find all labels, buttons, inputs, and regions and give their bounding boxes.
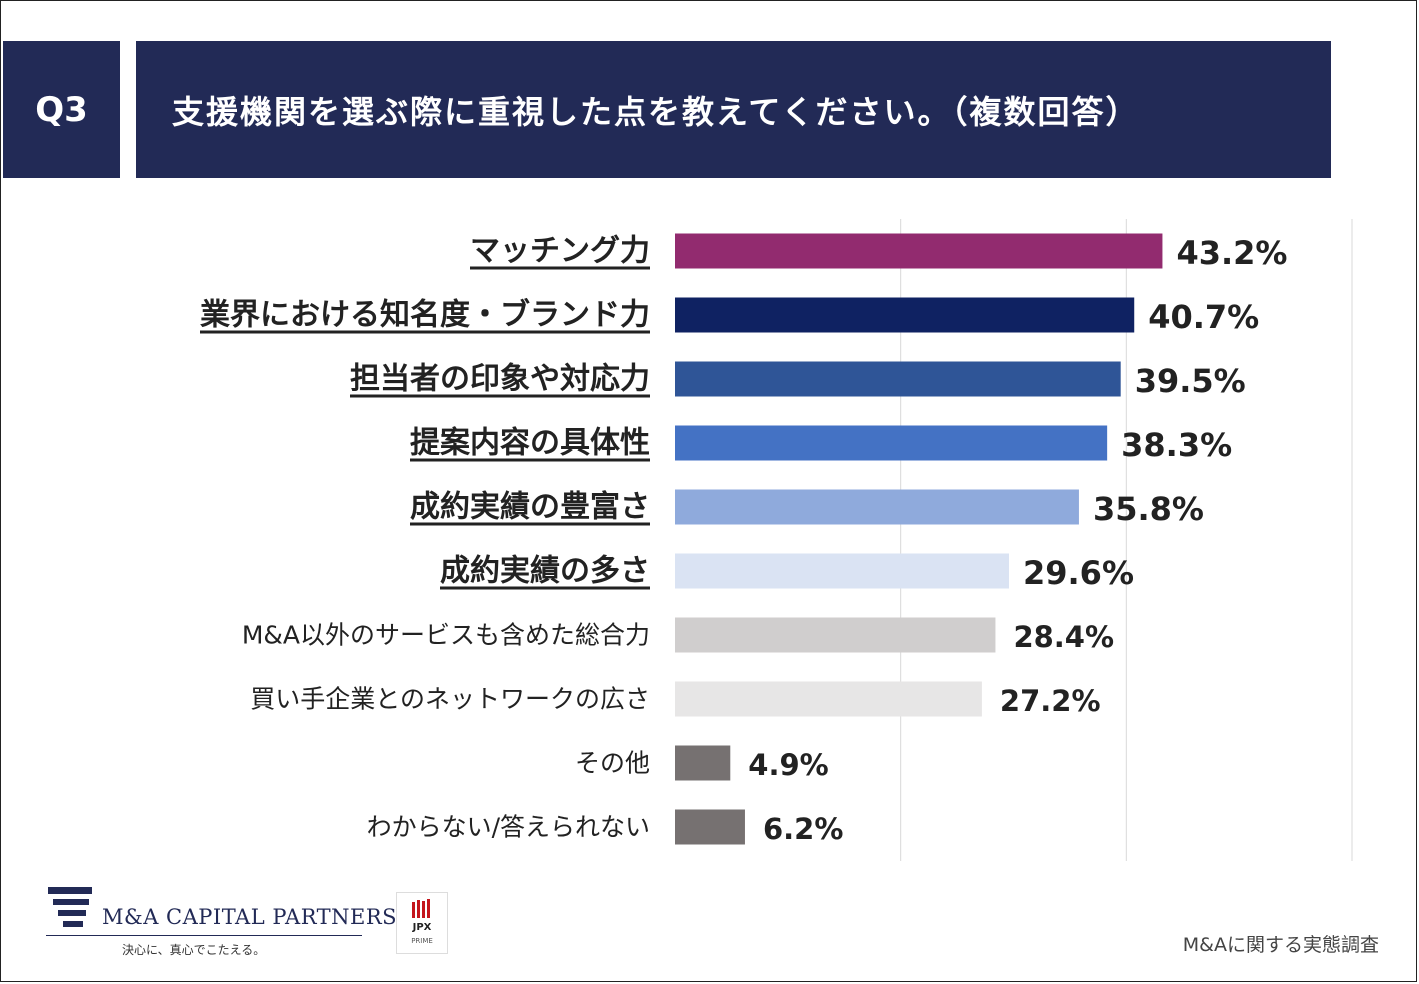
value-label: 29.6%: [1023, 554, 1134, 592]
category-label: わからない/答えられない: [367, 813, 650, 842]
category-label: M&A以外のサービスも含めた総合力: [242, 621, 650, 650]
bars: [675, 233, 1163, 845]
value-label: 40.7%: [1148, 298, 1259, 336]
category-label: マッチング力: [470, 234, 650, 269]
jpx-sub: PRIME: [411, 937, 433, 945]
bar: [675, 425, 1108, 461]
question-number: Q3: [3, 41, 120, 178]
jpx-mark-icon: [412, 899, 430, 918]
value-label: 28.4%: [1013, 620, 1114, 654]
jpx-prime-logo: JPX PRIME: [396, 892, 448, 954]
company-tagline: 決心に、真心でこたえる。: [122, 943, 266, 957]
company-logo-icon: [48, 887, 92, 927]
company-logo: M&A CAPITAL PARTNERS 決心に、真心でこたえる。: [46, 883, 397, 963]
source-note: M&Aに関する実態調査: [1182, 934, 1379, 956]
value-label: 27.2%: [1000, 684, 1101, 718]
value-labels: 43.2% 40.7% 39.5% 38.3% 35.8% 29.6% 28.4% 27.2%…: [748, 234, 1287, 846]
value-label: 6.2%: [763, 812, 843, 846]
category-label: 成約実績の多さ: [440, 554, 650, 589]
value-label: 38.3%: [1121, 426, 1232, 464]
bar: [675, 745, 731, 781]
bar: [675, 297, 1135, 333]
category-label: 買い手企業とのネットワークの広さ: [250, 685, 650, 714]
slide-title: 支援機関を選ぶ際に重視した点を教えてください。（複数回答）: [136, 41, 1331, 178]
company-name: M&A CAPITAL PARTNERS: [102, 905, 398, 929]
category-label: 担当者の印象や対応力: [350, 362, 650, 397]
value-label: 43.2%: [1176, 234, 1287, 272]
bar: [675, 809, 745, 845]
category-label: 提案内容の具体性: [410, 426, 650, 461]
value-label: 39.5%: [1135, 362, 1246, 400]
bar: [675, 553, 1009, 589]
category-label: 成約実績の豊富さ: [410, 490, 650, 525]
bar: [675, 361, 1121, 397]
category-label: 業界における知名度・ブランド力: [200, 298, 650, 333]
category-label: その他: [575, 749, 650, 778]
jpx-name: JPX: [412, 922, 432, 933]
logo-divider: [46, 935, 362, 936]
value-label: 35.8%: [1093, 490, 1204, 528]
bar: [675, 617, 996, 653]
bar: [675, 489, 1079, 525]
value-label: 4.9%: [748, 748, 828, 782]
bar: [675, 233, 1163, 269]
bar: [675, 681, 982, 717]
category-labels: マッチング力業界における知名度・ブランド力担当者の印象や対応力提案内容の具体性成…: [200, 234, 650, 842]
